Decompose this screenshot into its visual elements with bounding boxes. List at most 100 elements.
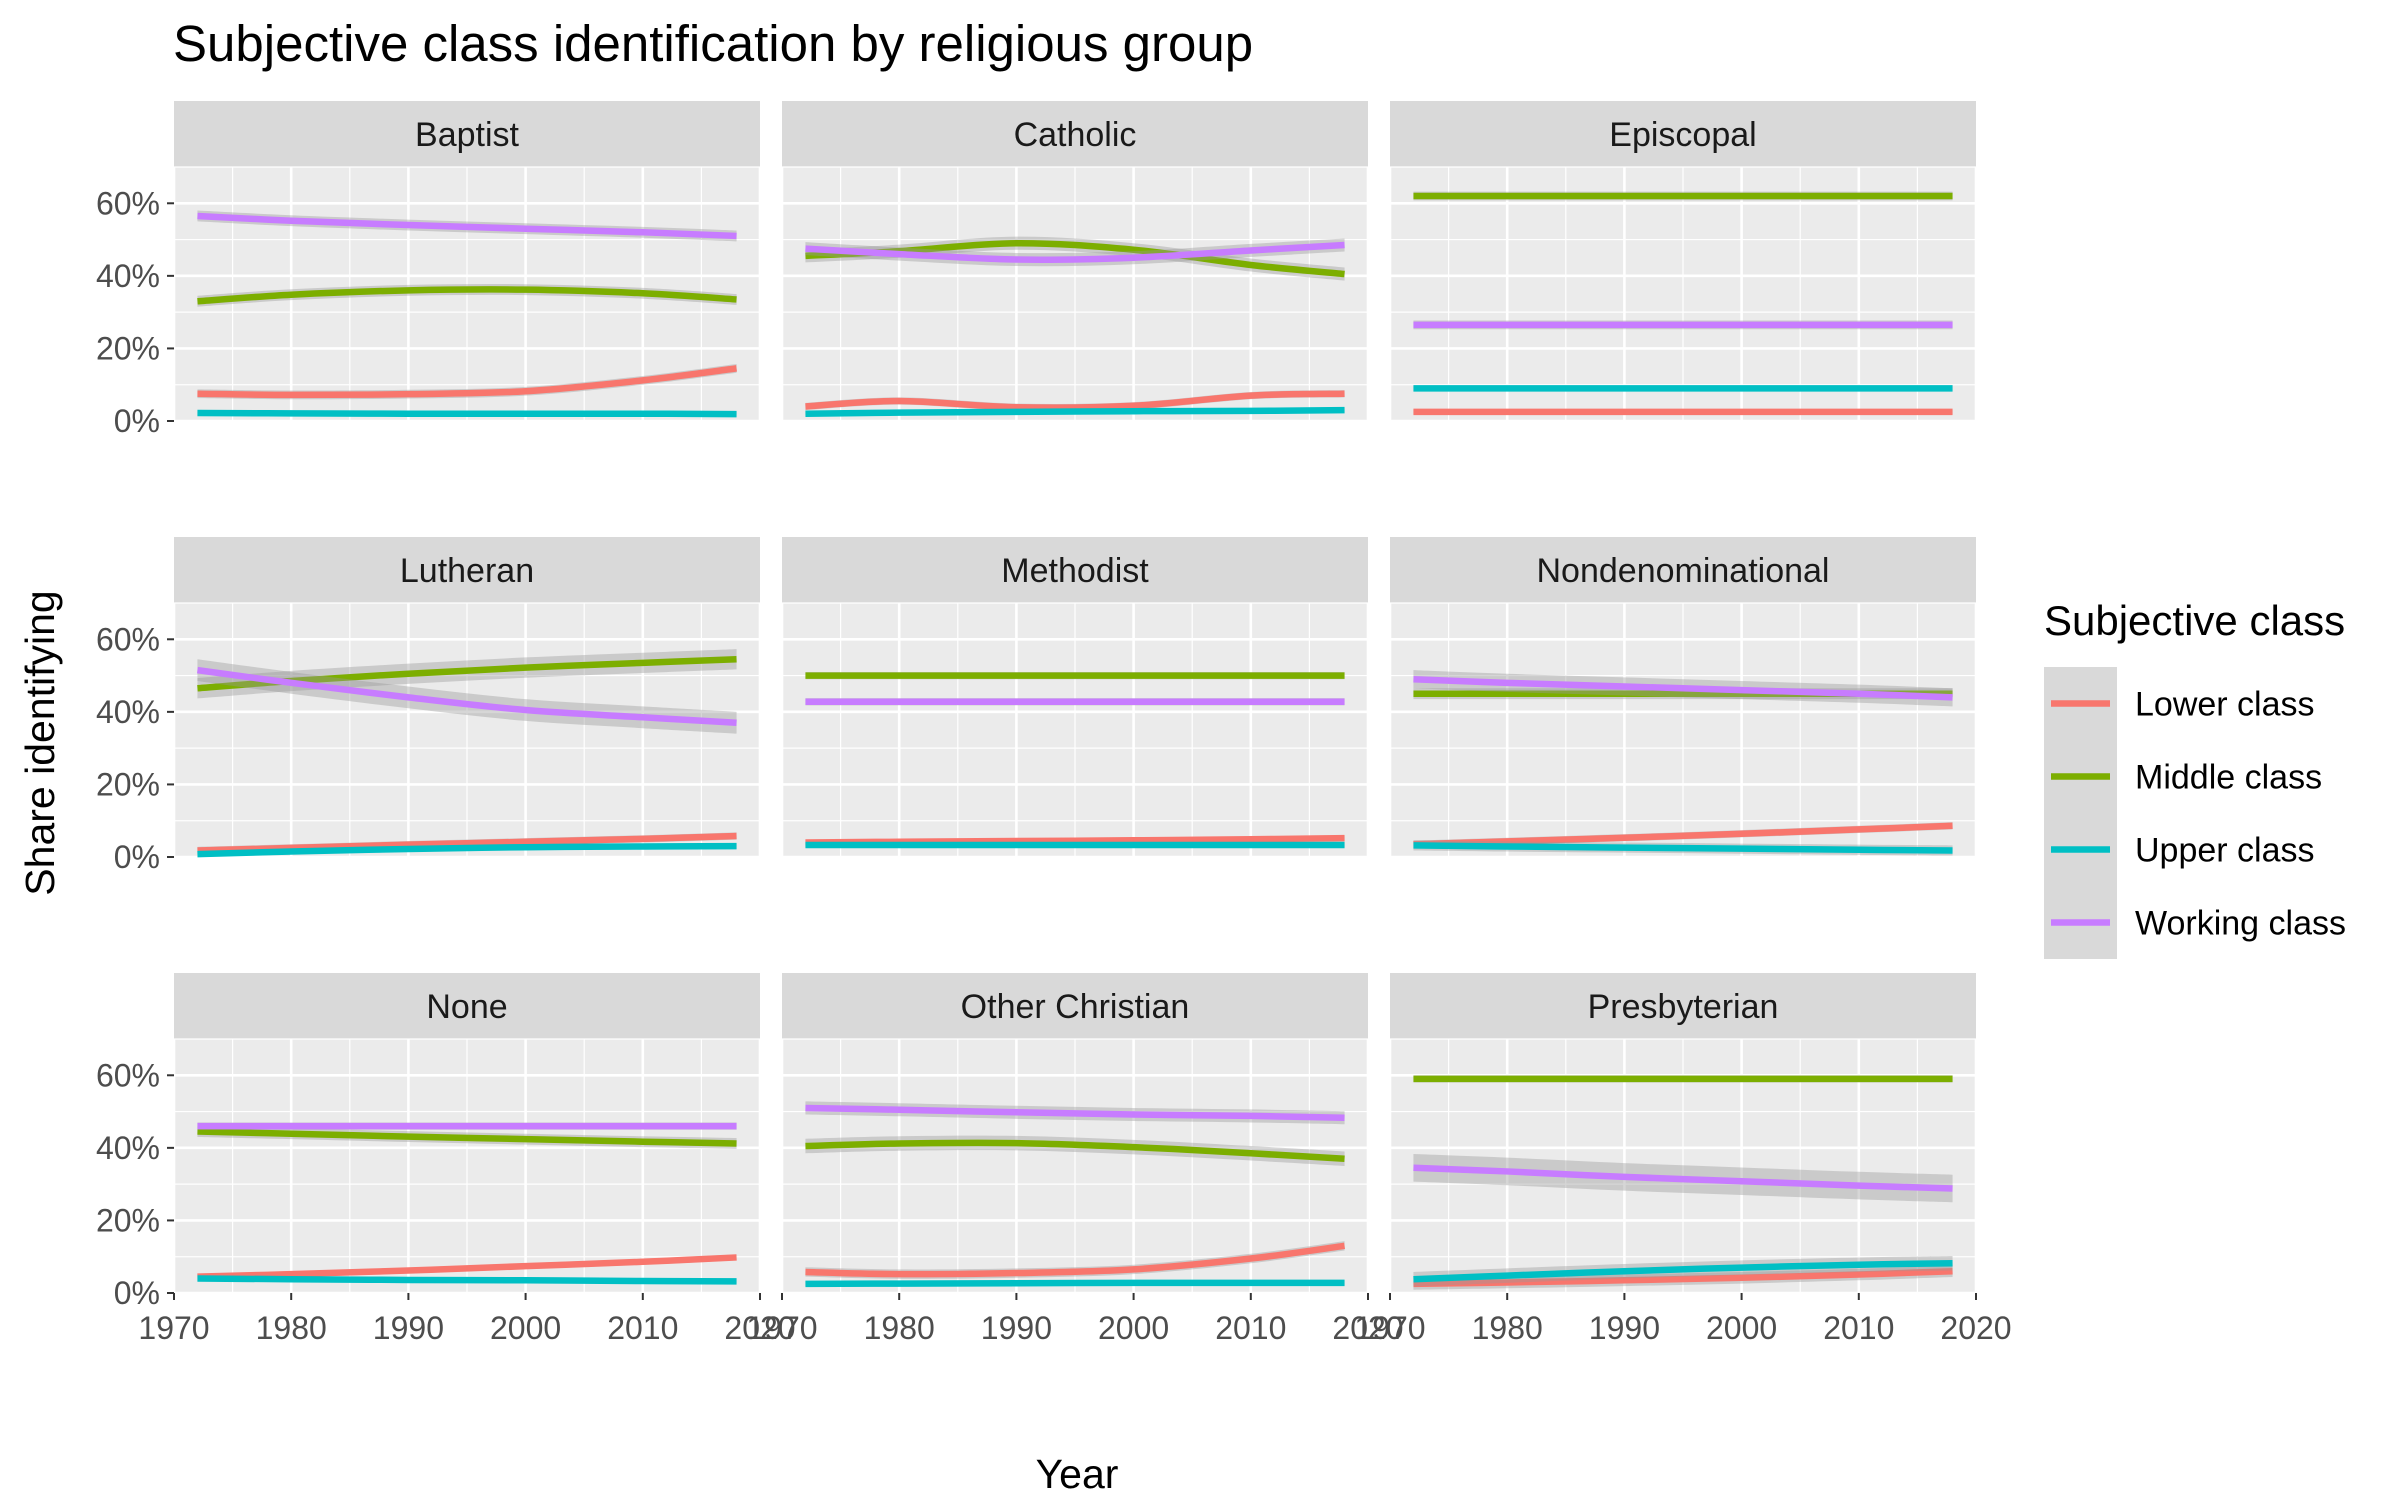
series-line [1413,1267,1953,1288]
facet-catholic: Catholic [780,101,1370,423]
series-upper-class [1413,1255,1953,1287]
legend-label: Working class [2135,905,2346,943]
facet-strip-label: Episcopal [1609,116,1756,154]
series-working-class [197,210,737,242]
series-upper-class [1413,385,1953,392]
facet-strip [1390,101,1976,167]
x-tick-label: 2000 [1706,1310,1777,1346]
legend-title: Subjective class [2044,597,2345,644]
facet-strip [1390,537,1976,603]
x-tick-label: 1970 [746,1310,817,1346]
facet-strip [174,973,760,1039]
series-line [197,365,737,399]
facet-baptist: Baptist 0% 20% 40% 60% [96,101,762,439]
legend: Subjective class Lower class Middle class… [2044,597,2346,959]
facet-other-christian: Other Christian 1970 1980 1990 2000 2010 2020 [746,973,1404,1346]
legend-label: Middle class [2135,759,2322,797]
x-tick-label: 2020 [1332,1310,1403,1346]
series-middle-class [1413,191,1953,201]
facet-strip [782,537,1368,603]
y-tick-label: 60% [96,185,160,221]
series-working-class [197,659,737,734]
series-line [805,241,1345,263]
series-middle-class [805,1135,1345,1166]
facet-strip [782,973,1368,1039]
series-upper-class [805,1279,1345,1288]
legend-entry-working-class: Working class [2044,886,2346,959]
x-tick-label: 2000 [1098,1310,1169,1346]
series-line [197,1128,737,1147]
legend-label: Lower class [2135,686,2315,724]
facet-nondenominational: Nondenominational [1388,537,1978,859]
series-line [805,1242,1345,1278]
facet-strip-label: Other Christian [961,988,1190,1026]
y-tick-label: 20% [96,766,160,802]
series-middle-class [1413,1075,1953,1083]
series-line [197,212,737,240]
y-tick-label: 40% [96,1130,160,1166]
series-upper-class [805,406,1345,417]
series-line [805,1139,1345,1162]
y-tick-label: 20% [96,1202,160,1238]
x-tick-label: 1980 [1472,1310,1543,1346]
legend-label: Upper class [2135,832,2315,870]
series-working-class [1413,1154,1953,1203]
series-working-class [197,1122,737,1130]
x-tick-label: 2010 [607,1310,678,1346]
series-line [805,1279,1345,1288]
y-tick-label: 0% [114,1275,160,1311]
facet-strip-label: Lutheran [400,552,534,590]
series-line [805,390,1345,411]
series-line [197,409,737,418]
x-tick-label: 2020 [724,1310,795,1346]
series-line [197,666,737,726]
y-axis-title: Share identifying [17,590,63,895]
y-tick-label: 20% [96,330,160,366]
series-working-class [1413,320,1953,330]
series-working-class [1413,670,1953,707]
series-lower-class [805,1241,1345,1279]
facet-strip-label: Baptist [415,116,519,154]
x-tick-label: 1970 [1354,1310,1425,1346]
x-tick-label: 2020 [1940,1310,2011,1346]
facet-strip [174,101,760,167]
series-middle-class [805,671,1345,680]
facet-none: None 0% 20% 40% 60% 1970 1980 1990 2000 2010 2020 [96,973,796,1346]
facet-lutheran: Lutheran 0% 20% 40% 60% [96,537,762,875]
facet-strip-label: Nondenominational [1537,552,1830,590]
facet-strip-label: Presbyterian [1588,988,1779,1026]
facet-strip [782,101,1368,167]
chart-title: Subjective class identification by relig… [173,15,1253,72]
x-tick-label: 1990 [981,1310,1052,1346]
y-tick-label: 0% [114,839,160,875]
series-line [1413,1260,1953,1283]
series-lower-class [1413,1265,1953,1290]
x-tick-label: 2010 [1215,1310,1286,1346]
series-line [197,1254,737,1280]
legend-entry-middle-class: Middle class [2044,740,2322,813]
series-line [197,842,737,858]
facet-strip [1390,973,1976,1039]
x-tick-label: 2010 [1823,1310,1894,1346]
series-lower-class [1413,822,1953,848]
y-tick-label: 40% [96,258,160,294]
series-line [1413,675,1953,701]
series-line [197,832,737,854]
x-tick-label: 1990 [1589,1310,1660,1346]
series-working-class [805,698,1345,706]
x-tick-label: 1980 [256,1310,327,1346]
series-line [197,1275,737,1285]
facet-methodist: Methodist [780,537,1370,859]
series-upper-class [197,1275,737,1285]
facet-presbyterian: Presbyterian 1970 1980 1990 2000 2010 2020 [1354,973,2012,1346]
series-upper-class [1413,840,1953,856]
facet-strip-label: Catholic [1014,116,1137,154]
facet-episcopal: Episcopal [1388,101,1978,423]
facet-strip-label: Methodist [1001,552,1149,590]
series-upper-class [197,842,737,858]
legend-entry-upper-class: Upper class [2044,813,2315,886]
x-tick-label: 2000 [490,1310,561,1346]
y-tick-label: 0% [114,403,160,439]
series-lower-class [1413,408,1953,416]
x-tick-label: 1970 [138,1310,209,1346]
